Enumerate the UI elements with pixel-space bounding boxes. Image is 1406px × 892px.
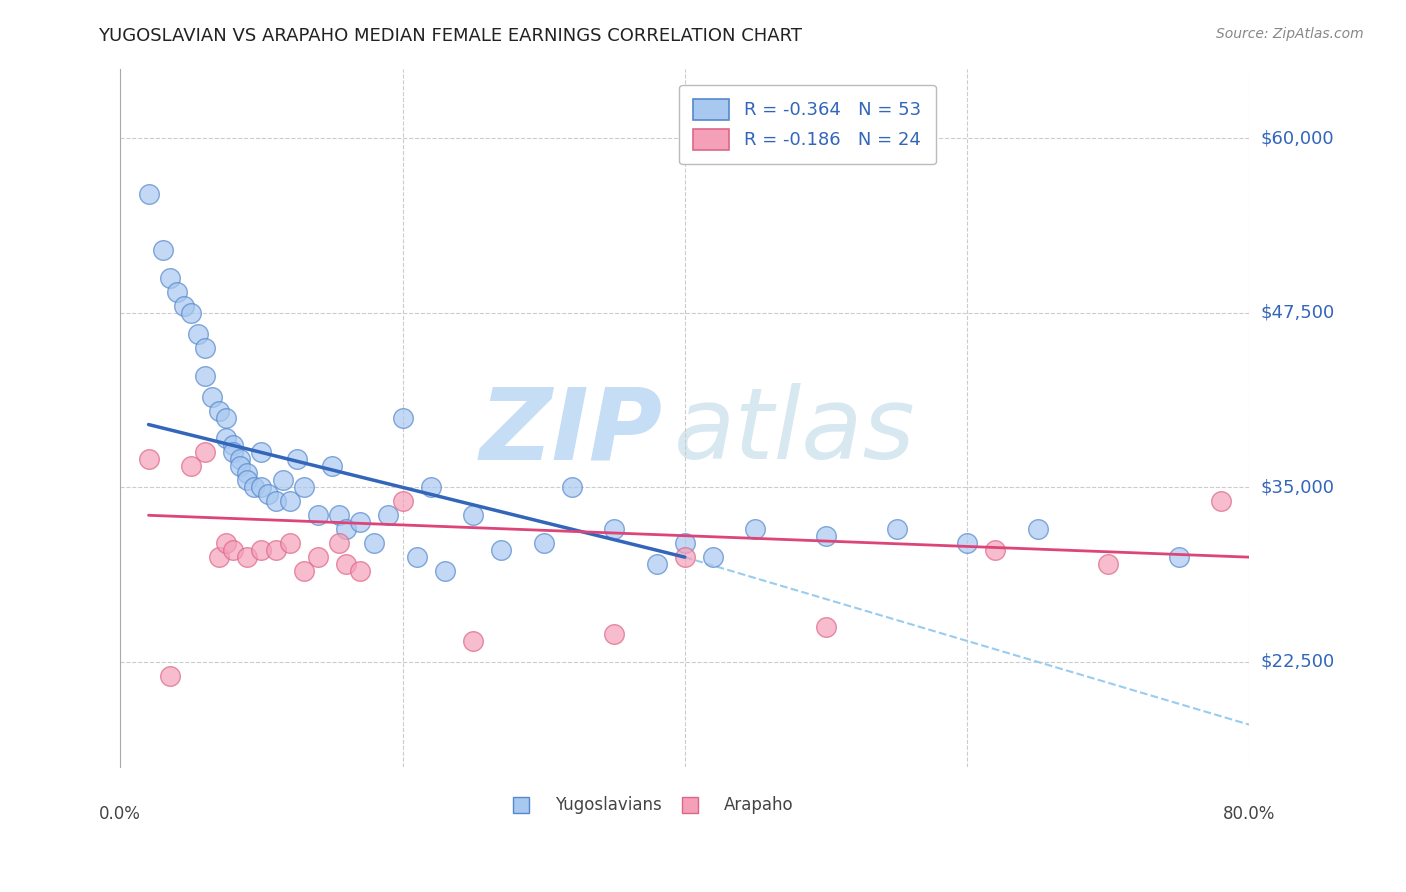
Point [278, 494, 301, 508]
Point [744, 522, 766, 536]
Point [138, 187, 160, 202]
Text: 0.0%: 0.0% [100, 805, 141, 823]
Point [173, 299, 195, 313]
Point [405, 550, 427, 565]
Point [152, 243, 174, 257]
Text: Source: ZipAtlas.com: Source: ZipAtlas.com [1216, 27, 1364, 41]
Point [363, 536, 385, 550]
Point [264, 494, 287, 508]
Point [215, 410, 238, 425]
Point [673, 536, 696, 550]
Point [814, 529, 837, 543]
Text: YUGOSLAVIAN VS ARAPAHO MEDIAN FEMALE EARNINGS CORRELATION CHART: YUGOSLAVIAN VS ARAPAHO MEDIAN FEMALE EAR… [98, 27, 803, 45]
Point [307, 508, 329, 523]
Point [463, 508, 485, 523]
Point [292, 480, 315, 494]
Point [194, 445, 217, 459]
Point [307, 550, 329, 565]
Point [463, 634, 485, 648]
Text: ZIP: ZIP [479, 383, 662, 480]
Point [243, 480, 266, 494]
Point [166, 285, 188, 299]
Point [391, 494, 413, 508]
Point [180, 459, 202, 474]
Point [236, 474, 259, 488]
Point [236, 467, 259, 481]
Point [250, 445, 273, 459]
Text: 80.0%: 80.0% [1223, 805, 1275, 823]
Point [391, 410, 413, 425]
Point [292, 564, 315, 578]
Point [1211, 494, 1233, 508]
Text: Arapaho: Arapaho [724, 796, 794, 814]
Point [278, 536, 301, 550]
Point [645, 557, 668, 571]
Point [1026, 522, 1049, 536]
Point [335, 557, 357, 571]
Point [222, 543, 245, 558]
Point [1167, 550, 1189, 565]
Point [491, 543, 513, 558]
Point [328, 508, 350, 523]
Point [814, 620, 837, 634]
Point [561, 480, 583, 494]
Point [335, 522, 357, 536]
Point [215, 432, 238, 446]
Point [194, 368, 217, 383]
Point [222, 438, 245, 452]
Point [349, 564, 371, 578]
Point [533, 536, 555, 550]
Point [285, 452, 308, 467]
Point [250, 543, 273, 558]
Point [257, 487, 280, 501]
Point [208, 403, 231, 417]
Point [433, 564, 456, 578]
Point [603, 522, 626, 536]
Text: $60,000: $60,000 [1261, 129, 1334, 147]
Point [603, 627, 626, 641]
Point [886, 522, 908, 536]
Point [159, 669, 181, 683]
Point [215, 536, 238, 550]
Point [264, 543, 287, 558]
Point [208, 550, 231, 565]
Point [1097, 557, 1119, 571]
Text: Yugoslavians: Yugoslavians [555, 796, 662, 814]
Point [201, 390, 224, 404]
Point [159, 271, 181, 285]
Point [349, 516, 371, 530]
Point [236, 550, 259, 565]
Point [138, 452, 160, 467]
Point [229, 459, 252, 474]
Point [194, 341, 217, 355]
Point [419, 480, 441, 494]
Point [321, 459, 343, 474]
Point [229, 452, 252, 467]
Point [271, 474, 294, 488]
Text: $35,000: $35,000 [1261, 478, 1334, 496]
Point [673, 550, 696, 565]
Point [702, 550, 724, 565]
Point [377, 508, 399, 523]
Point [222, 445, 245, 459]
Point [328, 536, 350, 550]
Point [250, 480, 273, 494]
Point [187, 326, 209, 341]
Legend: R = -0.364   N = 53, R = -0.186   N = 24: R = -0.364 N = 53, R = -0.186 N = 24 [679, 85, 935, 164]
Point [984, 543, 1007, 558]
Text: $22,500: $22,500 [1261, 653, 1334, 671]
Point [956, 536, 979, 550]
Point [180, 306, 202, 320]
Text: $47,500: $47,500 [1261, 304, 1334, 322]
Text: atlas: atlas [673, 383, 915, 480]
